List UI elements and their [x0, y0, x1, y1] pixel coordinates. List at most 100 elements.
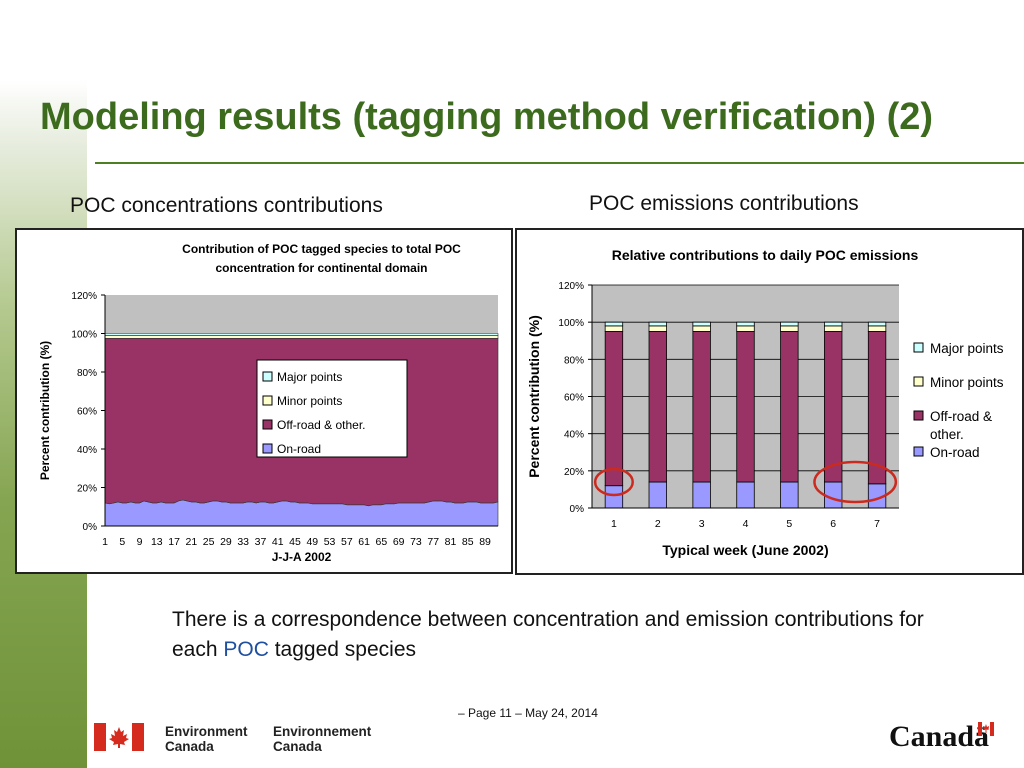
bar-major-points-day-5 [780, 321, 799, 327]
legend-swatch-off-road-other [262, 419, 273, 430]
concentration-chart-frame: Contribution of POC tagged species to to… [15, 228, 513, 574]
logo-en-line2: Canada [165, 739, 214, 754]
x-tick-label: 53 [324, 536, 336, 548]
bar-major-points-day-1 [604, 321, 624, 327]
x-tick-label: 57 [341, 536, 353, 548]
bar-major-points-day-3 [692, 321, 711, 327]
x-tick-label: 5 [786, 518, 792, 530]
legend-label-off-road-other: other. [930, 427, 964, 442]
area-series-minor-points [104, 335, 499, 339]
x-tick-label: 13 [151, 536, 163, 548]
conclusion-text-end: tagged species [268, 638, 416, 661]
right-chart-subtitle: POC emissions contributions [589, 192, 859, 215]
conclusion-text-start: There is a correspondence between concen… [172, 608, 924, 661]
conclusion-text: There is a correspondence between concen… [172, 605, 932, 665]
legend-swatch-major-points [262, 371, 273, 382]
bar-off-road-other-day-6 [824, 331, 843, 483]
x-tick-label: 6 [830, 518, 836, 530]
y-tick-label: 80% [564, 355, 584, 366]
legend-swatch-on-road [913, 446, 924, 457]
legend-label-minor-points: Minor points [930, 375, 1004, 390]
y-tick-label: 80% [77, 368, 97, 379]
legend-label-minor-points: Minor points [277, 394, 342, 408]
legend-swatch-off-road-other [913, 410, 924, 421]
legend-label-major-points: Major points [277, 370, 342, 384]
title-divider [95, 162, 1024, 164]
x-tick-label: 81 [445, 536, 457, 548]
area-series-major-points [104, 333, 499, 336]
legend-label-off-road-other: Off-road & other. [277, 418, 366, 432]
x-tick-label: 1 [102, 536, 108, 548]
bar-on-road-day-3 [692, 481, 711, 509]
bar-on-road-day-4 [736, 481, 755, 509]
bar-off-road-other-day-5 [780, 331, 799, 483]
legend-swatch-minor-points [913, 376, 924, 387]
bar-major-points-day-2 [648, 321, 667, 327]
legend-label-on-road: On-road [930, 445, 980, 460]
y-tick-label: 40% [564, 430, 584, 441]
chart-title: Relative contributions to daily POC emis… [612, 247, 919, 263]
x-tick-label: 85 [462, 536, 474, 548]
highlight-ellipse-1 [593, 467, 634, 497]
x-tick-label: 73 [410, 536, 422, 548]
canada-wordmark: Canadä [889, 720, 990, 753]
bar-on-road-day-5 [780, 481, 799, 509]
bar-minor-points-day-6 [824, 325, 843, 332]
emissions-bar-chart: Relative contributions to daily POC emis… [526, 247, 1004, 558]
x-tick-label: 37 [255, 536, 267, 548]
x-tick-label: 21 [186, 536, 198, 548]
left-chart-subtitle: POC concentrations contributions [70, 194, 383, 217]
x-tick-label: 77 [427, 536, 439, 548]
y-tick-label: 0% [570, 504, 585, 515]
x-tick-label: 5 [119, 536, 125, 548]
x-tick-label: 69 [393, 536, 405, 548]
bar-minor-points-day-1 [604, 325, 624, 332]
y-tick-label: 20% [77, 484, 97, 495]
logo-fr-line1: Environnement [273, 724, 372, 739]
x-tick-label: 4 [743, 518, 749, 530]
bar-major-points-day-7 [867, 321, 887, 327]
highlight-ellipse-2 [813, 460, 898, 504]
legend-swatch-minor-points [262, 395, 273, 406]
bar-off-road-other-day-1 [604, 331, 624, 487]
emissions-chart-frame: Relative contributions to daily POC emis… [515, 228, 1024, 575]
x-tick-label: 41 [272, 536, 284, 548]
y-axis-title: Percent contribution (%) [38, 341, 52, 480]
x-tick-label: 17 [168, 536, 180, 548]
bar-major-points-day-4 [736, 321, 755, 327]
legend-box [256, 359, 408, 458]
y-tick-label: 20% [564, 467, 584, 478]
concentration-area-chart: Contribution of POC tagged species to to… [38, 242, 499, 564]
y-tick-label: 120% [558, 281, 584, 292]
y-tick-label: 0% [83, 522, 98, 533]
area-series-on-road [104, 499, 499, 527]
x-tick-label: 1 [611, 518, 617, 530]
government-flag-logo [94, 723, 144, 756]
x-tick-label: 2 [655, 518, 661, 530]
bar-minor-points-day-3 [692, 325, 711, 332]
x-tick-label: 33 [237, 536, 249, 548]
x-axis-title: J-J-A 2002 [272, 550, 332, 564]
slide-title: Modeling results (tagging method verific… [40, 96, 934, 138]
bar-minor-points-day-5 [780, 325, 799, 332]
logo-fr-line2: Canada [273, 739, 322, 754]
x-tick-label: 49 [306, 536, 318, 548]
legend-label-off-road-other: Off-road & [930, 409, 992, 424]
x-tick-label: 29 [220, 536, 232, 548]
wordmark-flag-icon [978, 722, 994, 736]
logo-en-line1: Environment [165, 724, 248, 739]
y-tick-label: 60% [564, 393, 584, 404]
y-tick-label: 100% [558, 318, 584, 329]
bar-off-road-other-day-4 [736, 331, 755, 483]
x-tick-label: 9 [137, 536, 143, 548]
conclusion-highlight: POC [223, 638, 269, 661]
bar-minor-points-day-7 [867, 325, 887, 332]
bar-on-road-day-6 [824, 481, 843, 509]
chart-title-line-2: concentration for continental domain [215, 261, 427, 275]
y-tick-label: 120% [71, 291, 97, 302]
bar-minor-points-day-2 [648, 325, 667, 332]
x-tick-label: 3 [699, 518, 705, 530]
legend-swatch-major-points [913, 342, 924, 353]
legend-swatch-on-road [262, 443, 273, 454]
bar-off-road-other-day-7 [867, 331, 887, 485]
